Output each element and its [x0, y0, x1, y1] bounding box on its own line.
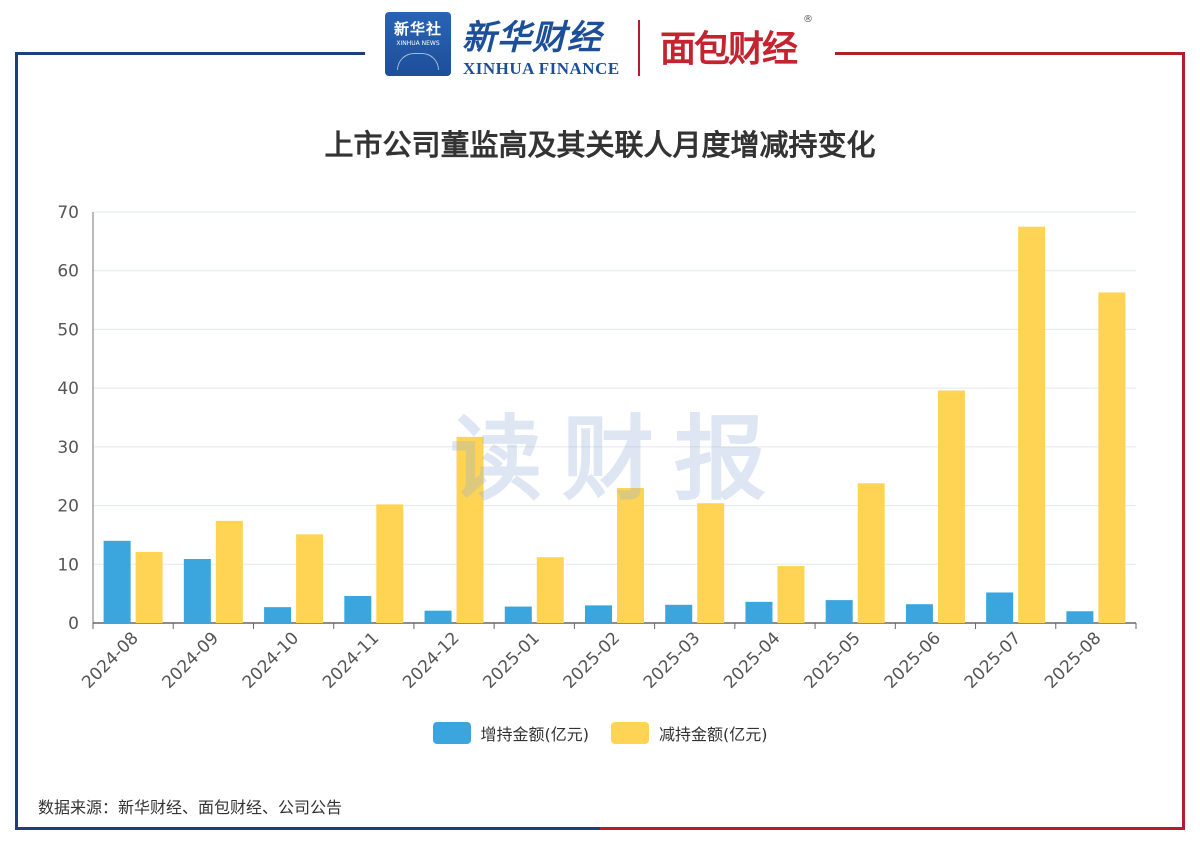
bar-increase	[504, 606, 532, 623]
frame-left-line	[15, 52, 18, 830]
data-source: 数据来源：新华财经、面包财经、公司公告	[38, 798, 343, 817]
registered-mark: ®	[803, 14, 813, 25]
legend-label-increase: 增持金额(亿元)	[480, 725, 590, 744]
y-tick-label: 30	[57, 438, 79, 458]
xinhua-finance-logo-en: XINHUA FINANCE	[463, 59, 620, 78]
y-tick-label: 20	[57, 497, 79, 517]
x-tick-label: 2025-08	[1041, 628, 1105, 692]
bar-increase	[665, 604, 693, 623]
bar-increase	[103, 540, 131, 623]
xinhua-news-logo: 新华社 XINHUA NEWS	[385, 12, 451, 76]
frame-top-left-line	[15, 52, 365, 55]
bar-decrease	[135, 551, 163, 623]
x-tick-label: 2025-03	[640, 628, 704, 692]
legend-item-decrease[interactable]: 减持金额(亿元)	[611, 721, 768, 745]
bar-decrease	[296, 534, 324, 623]
legend-swatch-increase	[432, 722, 471, 744]
bar-increase	[825, 600, 853, 623]
bar-decrease	[857, 483, 885, 623]
bar-decrease	[937, 390, 965, 623]
bar-increase	[424, 610, 452, 623]
bar-increase	[1066, 611, 1094, 623]
legend-swatch-decrease	[611, 722, 649, 744]
x-tick-label: 2025-06	[881, 628, 945, 692]
xinhua-finance-logo-cn: 新华财经	[462, 18, 602, 58]
bar-decrease	[215, 520, 243, 623]
y-tick-label: 0	[68, 614, 79, 634]
bar-increase	[344, 595, 372, 623]
x-tick-label: 2025-05	[800, 628, 864, 692]
x-tick-label: 2025-01	[479, 628, 543, 692]
legend: 增持金额(亿元) 减持金额(亿元)	[0, 721, 1200, 745]
chart-title: 上市公司董监高及其关联人月度增减持变化	[324, 128, 876, 162]
x-tick-label: 2024-09	[159, 628, 223, 692]
x-tick-label: 2024-08	[78, 628, 142, 692]
bar-increase	[585, 605, 612, 623]
mianbao-finance-logo: 面包财经	[660, 29, 798, 70]
bar-increase	[264, 607, 292, 623]
x-tick-label: 2025-07	[961, 628, 1025, 692]
y-tick-label: 50	[57, 320, 79, 340]
y-tick-label: 70	[57, 203, 79, 223]
x-tick-label: 2025-02	[560, 628, 624, 692]
xinhua-logo-en: XINHUA NEWS	[396, 40, 440, 47]
watermark: 读财报	[450, 406, 787, 513]
logo-divider	[638, 20, 640, 76]
x-tick-label: 2024-10	[239, 628, 303, 692]
bar-decrease	[697, 503, 725, 623]
bar-decrease	[536, 557, 564, 623]
y-tick-label: 60	[57, 262, 79, 282]
bar-decrease	[777, 566, 805, 623]
xinhua-logo-text: 新华社	[393, 20, 442, 38]
y-tick-label: 10	[57, 555, 79, 575]
legend-label-decrease: 减持金额(亿元)	[659, 725, 768, 744]
bar-increase	[905, 604, 933, 623]
x-tick-label: 2025-04	[720, 628, 784, 692]
bar-increase	[183, 559, 211, 623]
bar-increase	[986, 592, 1014, 623]
legend-item-increase[interactable]: 增持金额(亿元)	[432, 721, 590, 745]
frame-right-line	[1182, 52, 1185, 830]
bar-decrease	[1098, 292, 1126, 623]
bar-decrease	[456, 436, 484, 623]
y-tick-label: 40	[57, 379, 79, 399]
frame-top-right-line	[835, 52, 1185, 55]
x-tick-label: 2024-12	[399, 628, 463, 692]
x-tick-label: 2024-11	[319, 628, 383, 692]
bar-decrease	[617, 487, 644, 623]
bar-decrease	[376, 504, 404, 623]
bar-decrease	[1018, 226, 1046, 623]
bar-increase	[745, 601, 773, 623]
frame-bottom-line	[15, 827, 1185, 830]
